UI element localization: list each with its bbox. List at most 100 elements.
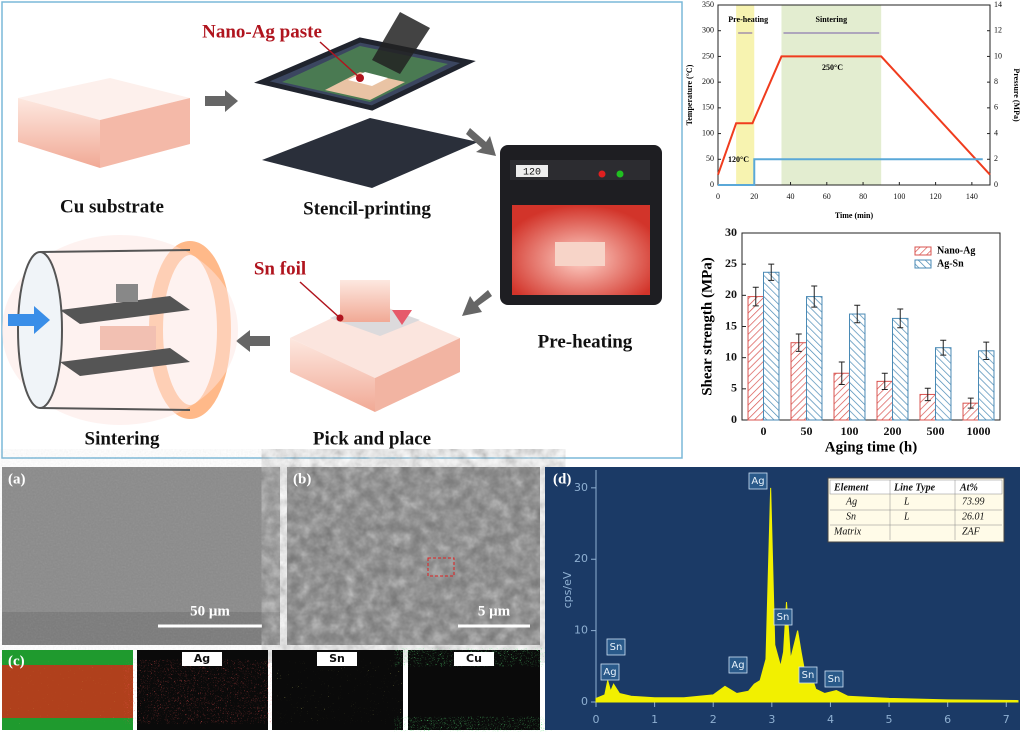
x-tick-label: 60 — [823, 192, 831, 201]
y2-tick-label: 8 — [994, 77, 998, 86]
tube — [39, 249, 191, 253]
label: Sn foil — [254, 258, 306, 279]
table-cell: ZAF — [962, 526, 981, 537]
weight — [116, 284, 138, 302]
y-tick-label: 150 — [702, 103, 714, 112]
table-cell: L — [903, 511, 910, 522]
phase-band — [781, 5, 882, 185]
y2-tick-label: 2 — [994, 154, 998, 163]
y2-tick-label: 0 — [994, 180, 998, 189]
peak-label: Sn — [828, 674, 841, 685]
plot-frame — [717, 4, 991, 186]
label: Nano-Ag paste — [202, 21, 322, 42]
y2-tick-label: 14 — [994, 0, 1002, 9]
peak-tag — [798, 666, 818, 684]
arrow — [462, 290, 492, 316]
peak-tag — [748, 472, 768, 490]
map-tag — [317, 652, 357, 666]
table-cell: Matrix — [833, 526, 862, 537]
cu-left — [18, 98, 100, 168]
x-tick-label: 1 — [651, 713, 658, 726]
y-tick-label: 10 — [725, 349, 737, 363]
phase-label: Sintering — [816, 15, 848, 24]
display-text: 120 — [523, 168, 541, 179]
x-tick-label: 0 — [593, 713, 600, 726]
annotation: 120°C — [728, 155, 749, 164]
table-header — [829, 479, 1003, 495]
x-tick-label: 20 — [750, 192, 758, 201]
y-tick-label: 10 — [574, 624, 588, 637]
y-tick-label: 25 — [725, 256, 737, 270]
pointer-line — [299, 281, 341, 319]
peak-label: Sn — [610, 642, 623, 653]
pointer-line — [319, 41, 361, 79]
series-line — [717, 55, 991, 176]
series-line — [718, 158, 983, 186]
y-tick-label: 5 — [731, 381, 737, 395]
panel-label: (b) — [293, 471, 311, 487]
map-label: Cu — [466, 652, 482, 665]
sample — [100, 326, 156, 350]
table-cell: At% — [959, 482, 978, 493]
error-bar — [838, 361, 845, 385]
x-tick-label: 7 — [1003, 713, 1010, 726]
y-tick-label: 0 — [731, 412, 737, 426]
error-bar — [924, 387, 931, 402]
y2-tick-label: 6 — [994, 103, 998, 112]
error-bar — [795, 333, 802, 352]
error-bar — [983, 341, 990, 361]
y-tick-label: 0 — [710, 180, 714, 189]
x-tick-label: 200 — [884, 424, 902, 438]
x-tick-label: 100 — [841, 424, 859, 438]
peak-tag — [606, 638, 626, 656]
y-axis-label: Temperature (°C) — [685, 64, 694, 125]
label: Sintering — [85, 428, 160, 449]
annotation: 250°C — [822, 63, 843, 72]
bar — [892, 317, 909, 421]
arrow — [466, 128, 496, 156]
table-cell: Sn — [846, 511, 856, 522]
led — [616, 170, 624, 178]
x-tick-label: 120 — [930, 192, 942, 201]
micrographs: (a) 50 μm (b) 5 μm (c) Ag Sn Cu (d) — [2, 467, 1020, 730]
cu-top — [18, 78, 190, 120]
legend-label: Ag-Sn — [937, 258, 964, 269]
flow-arrow — [8, 306, 50, 334]
error-bar — [897, 308, 904, 329]
x-axis-label: Aging time (h) — [825, 439, 918, 455]
label: Pre-heating — [538, 331, 633, 352]
legend-label: Nano-Ag — [937, 245, 975, 256]
peak-label: Ag — [603, 667, 616, 678]
plate — [60, 348, 190, 376]
phase-band — [736, 5, 755, 185]
map-texture — [2, 665, 133, 718]
map-texture — [137, 665, 268, 718]
x-axis-label: Time (min) — [835, 211, 874, 220]
cu-right — [100, 98, 190, 168]
table-cell: Line Type — [893, 482, 936, 493]
peak-label: Sn — [802, 670, 815, 681]
process-panel: Cu substrate Nano-Ag paste Stencil-print… — [1, 1, 683, 459]
legend-swatch — [914, 246, 932, 256]
x-tick-label: 5 — [886, 713, 893, 726]
x-tick-label: 500 — [927, 424, 945, 438]
squeegee — [372, 12, 430, 74]
y-tick-label: 30 — [725, 225, 737, 239]
y-tick-label: 20 — [574, 552, 588, 565]
y-tick-label: 200 — [702, 77, 714, 86]
panel-label: (d) — [553, 471, 571, 487]
label: Pick and place — [313, 428, 431, 449]
legend-swatch — [914, 259, 932, 269]
phase-label: Pre-heating — [728, 15, 768, 24]
error-bar — [811, 285, 818, 308]
y2-tick-label: 12 — [994, 26, 1002, 35]
error-bar — [967, 397, 974, 409]
scale-label: 50 μm — [190, 603, 230, 619]
peak-label: Sn — [777, 612, 790, 623]
sem-texture — [2, 467, 280, 645]
spectrum — [595, 487, 1019, 703]
x-tick-label: 50 — [801, 424, 813, 438]
x-tick-label: 4 — [827, 713, 834, 726]
